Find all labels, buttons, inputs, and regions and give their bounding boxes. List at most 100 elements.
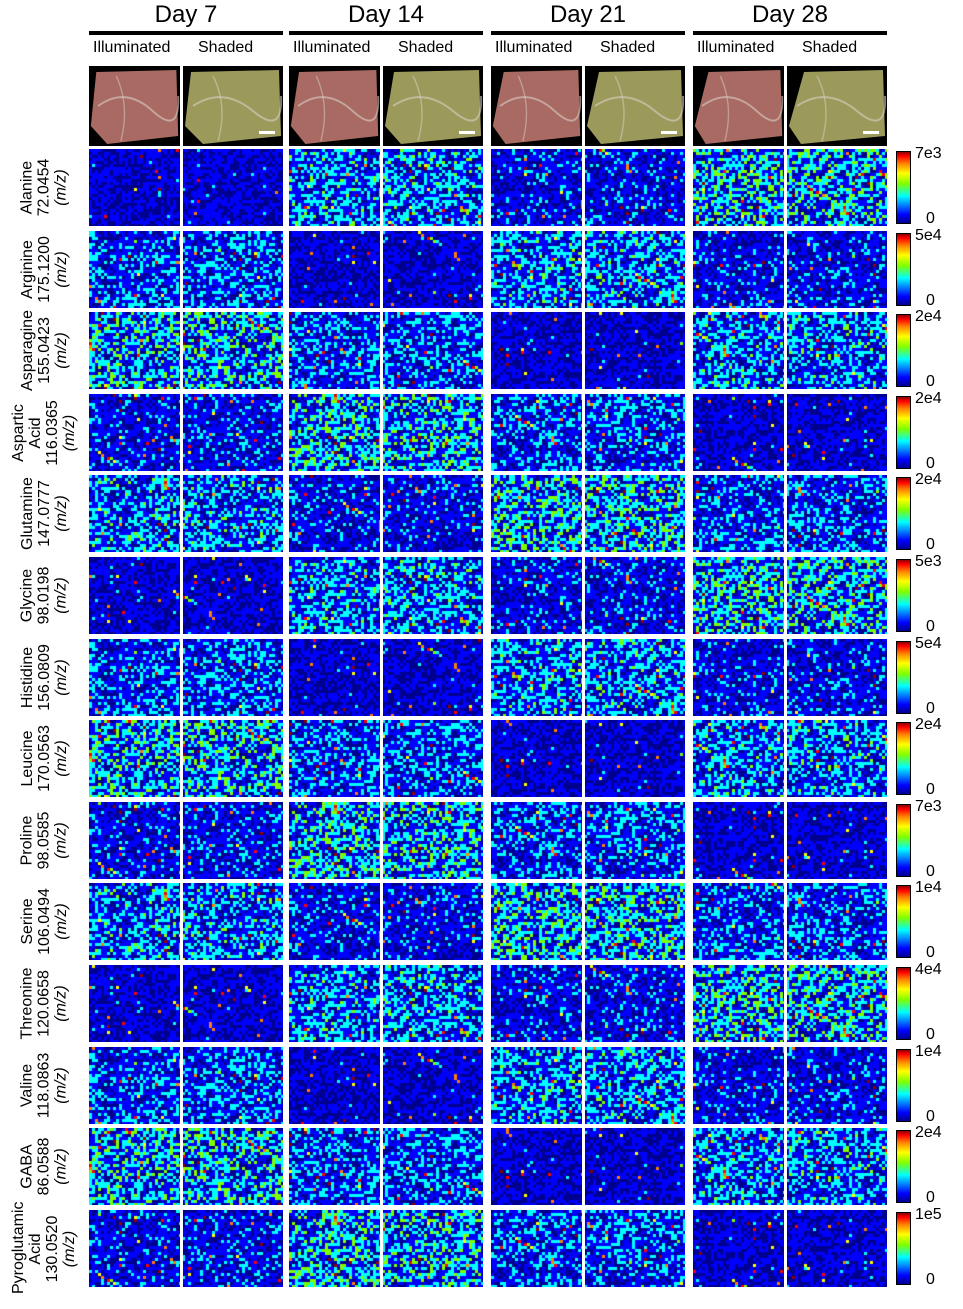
ion-image-heatmap [89,475,283,552]
metabolite-label-text: Glutamine 147.0777 (m/z) [18,477,69,550]
heatmap-pixels [89,720,283,797]
ion-image-heatmap [693,1210,887,1287]
mz-value: 116.0365 [44,399,61,466]
ion-image-heatmap [289,394,483,471]
heatmap-pixels [89,557,283,634]
heatmap-pixels [693,720,887,797]
ion-image-heatmap [693,965,887,1042]
metabolite-name: Histidine [18,646,36,709]
metabolite-name: Proline [18,815,36,866]
ion-image-heatmap [289,639,483,716]
mz-value: 147.0777 [35,480,53,547]
heatmap-pixels [89,312,283,389]
condition-divider [180,720,183,797]
colorbar-min-label: 0 [926,618,935,635]
heatmap-pixels [491,557,685,634]
metabolite-label-text: Serine 106.0494 (m/z) [18,888,69,955]
condition-divider [380,1210,383,1287]
mz-value: 175.1200 [35,236,53,303]
mz-unit: (m/z) [52,903,70,940]
mz-value: 156.0809 [35,644,53,711]
colorbar [896,1049,911,1122]
colorbar-max-label: 4e4 [915,961,942,978]
condition-divider [582,1047,585,1124]
colorbar-max-label: 7e3 [915,145,942,162]
colorbar-min-label: 0 [926,455,935,472]
day-title: Day 28 [751,1,829,28]
ion-image-heatmap [693,312,887,389]
mz-unit: (m/z) [52,495,70,532]
metabolite-label-text: Threonine 120.0658 (m/z) [18,967,69,1039]
ion-image-heatmap [89,557,283,634]
mz-value: 120.0658 [35,970,53,1037]
condition-divider [784,475,787,552]
heatmap-pixels [289,1210,483,1287]
condition-divider [180,475,183,552]
metabolite-label: Aspartic Acid 116.0365 (m/z) [0,394,88,471]
mz-unit: (m/z) [52,822,70,859]
tissue-photo-pair [491,66,685,146]
ion-image-heatmap [491,557,685,634]
colorbar [896,233,911,306]
shaded-tissue-photo [787,66,887,146]
condition-divider [380,720,383,797]
heatmap-pixels [289,231,483,308]
condition-divider [380,965,383,1042]
ion-image-heatmap [89,965,283,1042]
metabolite-label-text: Asparagine 155.0423 (m/z) [18,310,69,391]
condition-divider [180,557,183,634]
colorbar-max-label: 2e4 [915,1124,942,1141]
ion-image-heatmap [289,1047,483,1124]
condition-divider [582,639,585,716]
condition-divider [784,639,787,716]
colorbar-max-label: 2e4 [915,716,942,733]
heatmap-pixels [693,1128,887,1205]
heatmap-pixels [491,149,685,226]
ion-image-heatmap [693,1047,887,1124]
metabolite-label-text: Histidine 156.0809 (m/z) [18,644,69,711]
heatmap-pixels [693,802,887,879]
condition-divider [784,231,787,308]
heatmap-pixels [89,883,283,960]
condition-divider [380,231,383,308]
metabolite-label-text: Aspartic Acid 116.0365 (m/z) [10,388,78,478]
metabolite-label: Threonine 120.0658 (m/z) [0,965,88,1042]
ion-image-heatmap [289,312,483,389]
ion-image-heatmap [491,720,685,797]
condition-divider [380,883,383,960]
colorbar [896,559,911,632]
heatmap-pixels [89,1128,283,1205]
metabolite-label-text: Alanine 72.0454 (m/z) [19,159,70,217]
ion-image-heatmap [491,965,685,1042]
day-title: Day 14 [347,1,425,28]
mz-unit: (m/z) [52,332,70,369]
mz-unit: (m/z) [61,414,78,451]
colorbar [896,722,911,795]
heatmap-pixels [289,1128,483,1205]
heatmap-pixels [89,965,283,1042]
condition-divider [380,639,383,716]
illuminated-label: Illuminated [495,39,573,56]
metabolite-label: Leucine 170.0563 (m/z) [0,720,88,797]
metabolite-name: Alanine [18,160,36,215]
shaded-label: Shaded [198,39,254,56]
colorbar-min-label: 0 [926,373,935,390]
condition-divider [784,1047,787,1124]
mz-value: 130.0520 [44,1215,61,1282]
ion-image-heatmap [289,475,483,552]
ion-image-heatmap [491,1210,685,1287]
condition-divider [784,720,787,797]
illuminated-label: Illuminated [697,39,775,56]
metabolite-label: GABA 86.0588 (m/z) [0,1128,88,1205]
colorbar-max-label: 2e4 [915,390,942,407]
colorbar-min-label: 0 [926,1189,935,1206]
metabolite-name: Leucine [18,730,36,787]
mz-value: 72.0454 [35,158,53,217]
condition-divider [180,802,183,879]
ion-image-heatmap [89,394,283,471]
metabolite-label: Valine 118.0863 (m/z) [0,1047,88,1124]
colorbar-max-label: 5e4 [915,227,942,244]
condition-divider [180,1047,183,1124]
metabolite-label: Histidine 156.0809 (m/z) [0,639,88,716]
colorbar-min-label: 0 [926,536,935,553]
